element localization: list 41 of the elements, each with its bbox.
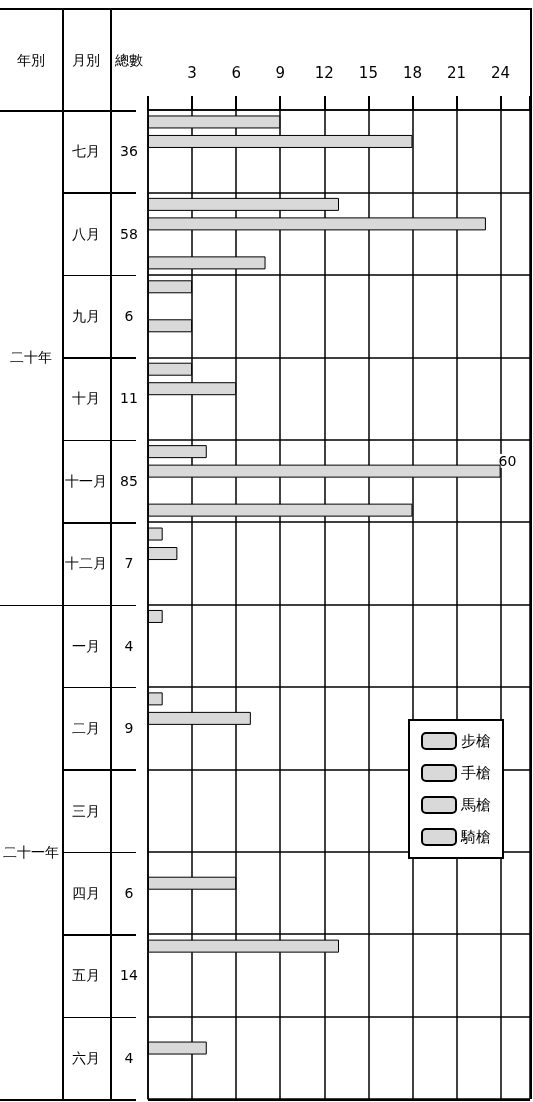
- text: 58: [120, 225, 138, 242]
- y-tick-label: 九月: [72, 308, 100, 325]
- y-tick-label: 四月: [72, 884, 100, 901]
- y-tick-label: 八月: [72, 225, 100, 242]
- y-tick-label: 五月: [72, 967, 100, 984]
- x-tick-label: 21: [446, 63, 467, 82]
- text: 二十一年: [3, 843, 59, 860]
- y-tick-label: 七月: [72, 143, 100, 160]
- x-tick-label: 24: [491, 63, 511, 82]
- text: 年別: [17, 52, 45, 68]
- text: 月別: [72, 52, 100, 68]
- text: 4: [124, 1049, 134, 1066]
- y-tick-label: 六月: [72, 1049, 100, 1066]
- text: 11: [120, 390, 138, 407]
- legend-label: 馬槍: [460, 796, 491, 814]
- x-tick-label: 6: [231, 63, 241, 82]
- y-tick-label: 十二月: [65, 555, 107, 572]
- text: 36: [120, 143, 138, 160]
- legend-label: 騎槍: [460, 828, 491, 846]
- legend-label: 步槍: [461, 732, 491, 750]
- x-tick-label: 18: [402, 63, 423, 82]
- text: 6: [124, 884, 134, 901]
- y-tick-label: 十一月: [65, 472, 107, 489]
- text: 4: [124, 637, 134, 654]
- text: 7: [124, 555, 134, 572]
- legend-label: 手槍: [461, 764, 491, 782]
- x-tick-label: 15: [358, 63, 378, 82]
- y-tick-label: 十月: [72, 390, 100, 407]
- x-tick-label: 12: [314, 63, 334, 82]
- annotation: 60: [498, 452, 517, 469]
- text: 總數: [114, 52, 143, 68]
- text: 6: [124, 308, 134, 325]
- text: 14: [120, 967, 138, 984]
- y-tick-label: 三月: [72, 802, 100, 819]
- y-tick-label: 一月: [72, 637, 100, 654]
- text: 9: [124, 720, 134, 737]
- text: 85: [120, 472, 138, 489]
- x-tick-label: 9: [275, 63, 285, 82]
- text: 二十年: [10, 349, 52, 366]
- y-tick-label: 二月: [72, 720, 100, 737]
- x-tick-label: 3: [187, 63, 197, 82]
